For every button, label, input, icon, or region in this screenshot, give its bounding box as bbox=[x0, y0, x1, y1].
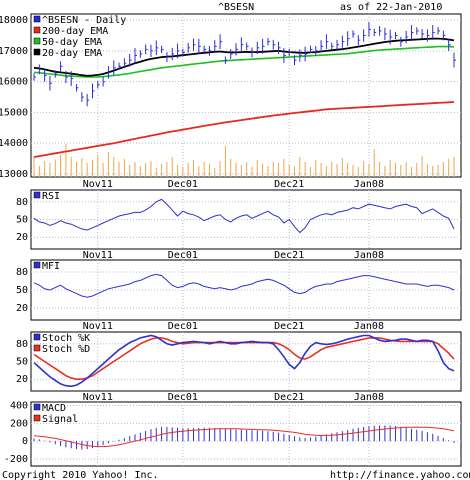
mfi-legend-swatch bbox=[33, 261, 41, 269]
rsi-ytick-label: 20 bbox=[16, 232, 28, 243]
macd-legend-label: Signal bbox=[42, 414, 78, 425]
date-tick-label: Nov11 bbox=[83, 250, 113, 261]
price-ytick-label: 14000 bbox=[0, 138, 28, 149]
stoch-legend-label: Stoch %K bbox=[42, 333, 90, 344]
chart-title: ^BSESN bbox=[218, 2, 254, 13]
price-legend-swatch bbox=[33, 15, 41, 23]
macd-panel-frame bbox=[30, 401, 462, 467]
stoch-ytick-label: 80 bbox=[16, 339, 28, 350]
rsi-ytick-label: 50 bbox=[16, 215, 28, 226]
price-legend-label: 200-day EMA bbox=[42, 26, 108, 37]
date-tick-label: Dec21 bbox=[274, 321, 304, 332]
axis-ticks: 13000 14000 15000 16000 17000 18000 Nov11 Dec01… bbox=[0, 15, 384, 465]
price-legend-label: 50-day EMA bbox=[42, 37, 102, 48]
price-ytick-label: 17000 bbox=[0, 46, 28, 57]
date-tick-label: Dec21 bbox=[274, 250, 304, 261]
ema50-line bbox=[33, 45, 455, 78]
as-of-date: as of 22-Jan-2010 bbox=[340, 2, 442, 13]
mfi-legend-label: MFI bbox=[42, 261, 60, 272]
rsi-ytick-label: 80 bbox=[16, 197, 28, 208]
date-tick-label: Dec01 bbox=[168, 392, 198, 403]
stoch-legend-swatch bbox=[33, 333, 41, 341]
macd-legend-swatch bbox=[33, 403, 41, 411]
ema20-line bbox=[33, 37, 455, 77]
mfi-panel-frame bbox=[30, 259, 462, 321]
macd-legend-label: MACD bbox=[42, 403, 66, 414]
series-lines bbox=[33, 21, 456, 450]
price-legend-swatch bbox=[33, 37, 41, 45]
ema200-line bbox=[33, 101, 455, 158]
date-tick-label: Jan08 bbox=[354, 179, 384, 190]
copyright-text: Copyright 2010 Yahoo! Inc. bbox=[2, 470, 159, 480]
mfi-ytick-label: 50 bbox=[16, 285, 28, 296]
source-url: http://finance.yahoo.com/ bbox=[330, 470, 470, 480]
rsi-panel-frame bbox=[30, 189, 462, 250]
price-panel-frame bbox=[30, 13, 462, 178]
rsi-legend-swatch bbox=[33, 191, 41, 199]
price-legend-swatch bbox=[33, 26, 41, 34]
price-ytick-label: 16000 bbox=[0, 77, 28, 88]
date-tick-label: Jan08 bbox=[354, 321, 384, 332]
macd-ytick-label: 400 bbox=[10, 401, 28, 412]
date-tick-label: Dec01 bbox=[168, 250, 198, 261]
stoch-k-line bbox=[33, 334, 455, 388]
stoch-legend-label: Stoch %D bbox=[42, 344, 90, 355]
rsi-legend-label: RSI bbox=[42, 191, 60, 202]
stoch-ytick-label: 50 bbox=[16, 357, 28, 368]
macd-ytick-label: 200 bbox=[10, 418, 28, 429]
date-tick-label: Dec21 bbox=[274, 179, 304, 190]
date-tick-label: Nov11 bbox=[83, 321, 113, 332]
macd-legend-swatch bbox=[33, 414, 41, 422]
date-tick-label: Dec01 bbox=[168, 179, 198, 190]
price-ytick-label: 18000 bbox=[0, 15, 28, 26]
price-ytick-label: 13000 bbox=[0, 169, 28, 180]
macd-signal-line bbox=[33, 426, 455, 448]
mfi-ytick-label: 20 bbox=[16, 303, 28, 314]
stoch-ytick-label: 20 bbox=[16, 374, 28, 385]
mfi-line bbox=[33, 273, 455, 298]
volume-bars bbox=[33, 144, 455, 177]
rsi-line bbox=[33, 198, 455, 234]
stoch-legend-swatch bbox=[33, 344, 41, 352]
macd-ytick-label: 0 bbox=[22, 436, 28, 447]
date-tick-label: Jan08 bbox=[354, 392, 384, 403]
price-legend-label: 20-day EMA bbox=[42, 48, 102, 59]
price-legend-label: ^BSESN - Daily bbox=[42, 15, 126, 26]
mfi-ytick-label: 80 bbox=[16, 267, 28, 278]
date-tick-label: Jan08 bbox=[354, 250, 384, 261]
date-tick-label: Nov11 bbox=[83, 179, 113, 190]
price-ytick-label: 15000 bbox=[0, 107, 28, 118]
macd-ytick-label: -200 bbox=[4, 454, 28, 465]
date-tick-label: Dec01 bbox=[168, 321, 198, 332]
date-tick-label: Dec21 bbox=[274, 392, 304, 403]
date-tick-label: Nov11 bbox=[83, 392, 113, 403]
price-legend-swatch bbox=[33, 48, 41, 56]
